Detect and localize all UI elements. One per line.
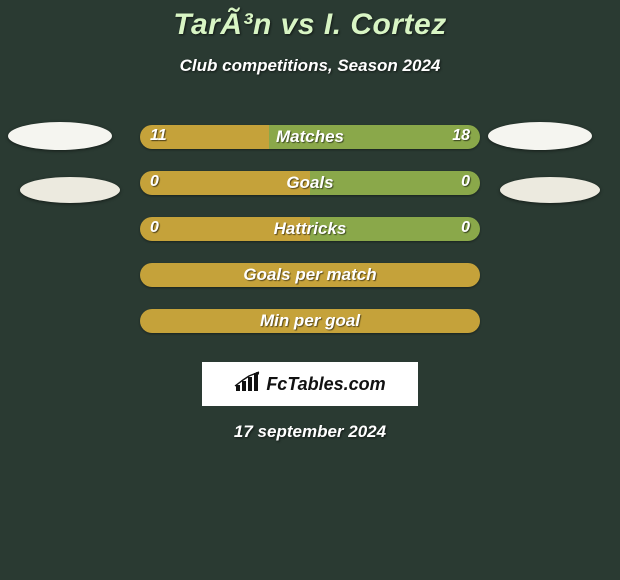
stat-bar: 00Goals [140, 171, 480, 195]
stat-label: Min per goal [140, 309, 480, 333]
date-line: 17 september 2024 [0, 422, 620, 442]
stat-bar: Goals per match [140, 263, 480, 287]
stat-row: 00Goals [0, 160, 620, 206]
stat-row: 1118Matches [0, 114, 620, 160]
stat-rows: 1118Matches 00Goals 00Hattricks Goals per m… [0, 114, 620, 344]
logo-text: FcTables.com [266, 374, 385, 395]
stat-label: Goals per match [140, 263, 480, 287]
stat-row: Goals per match [0, 252, 620, 298]
logo-box: FcTables.com [202, 362, 418, 406]
stat-label: Goals [140, 171, 480, 195]
stat-label: Matches [140, 125, 480, 149]
stat-label: Hattricks [140, 217, 480, 241]
stat-bar: 00Hattricks [140, 217, 480, 241]
stat-bar: Min per goal [140, 309, 480, 333]
subtitle: Club competitions, Season 2024 [0, 56, 620, 76]
stat-row: 00Hattricks [0, 206, 620, 252]
stat-bar: 1118Matches [140, 125, 480, 149]
infographic-root: TarÃ³n vs I. Cortez Club competitions, S… [0, 0, 620, 580]
bar-chart-icon [234, 371, 262, 398]
page-title: TarÃ³n vs I. Cortez [0, 8, 620, 42]
stat-row: Min per goal [0, 298, 620, 344]
